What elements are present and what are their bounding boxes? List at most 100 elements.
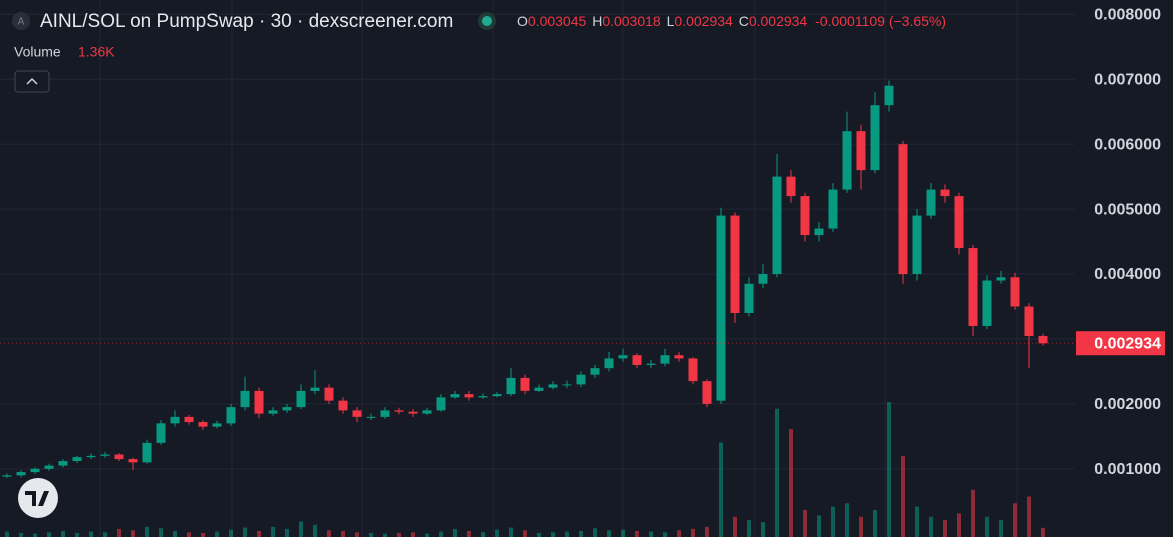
volume-bar <box>5 531 9 537</box>
volume-bar <box>551 532 555 537</box>
volume-bar <box>425 533 429 537</box>
volume-bar <box>453 528 457 537</box>
collapse-button[interactable] <box>14 70 50 93</box>
volume-bar <box>677 530 681 537</box>
candle-body <box>16 472 26 476</box>
volume-bar <box>481 532 485 537</box>
volume-bar <box>859 516 863 537</box>
candle-body <box>856 131 866 171</box>
candle-body <box>156 423 166 443</box>
candle-body <box>590 368 600 375</box>
candle-body <box>142 442 152 463</box>
collapse-arrow <box>26 77 38 85</box>
last-price-label: 0.002934 <box>1094 335 1161 352</box>
volume-bar <box>341 530 345 537</box>
ohlc-value: 0.002934 <box>674 13 733 29</box>
candle-body <box>338 400 348 411</box>
last-price-tag <box>1076 331 1165 356</box>
candle-body <box>800 196 810 236</box>
candle-body <box>842 131 852 190</box>
symbol-icon <box>12 12 30 30</box>
volume-bar <box>943 520 947 537</box>
candle-body <box>674 355 684 359</box>
candle-body <box>72 457 82 462</box>
volume-bar <box>1041 527 1045 537</box>
volume-bar <box>229 529 233 537</box>
volume-bar <box>957 513 961 537</box>
volume-bar <box>985 516 989 537</box>
volume-bar <box>383 533 387 537</box>
volume-bar <box>33 533 37 537</box>
ohlc-value: 0.002934 <box>749 13 808 29</box>
price-axis: 0.0010000.0020000.0030000.0040000.005000… <box>1076 7 1165 478</box>
candle-body <box>128 459 138 463</box>
candle-body <box>394 410 404 412</box>
candle-body <box>870 105 880 171</box>
candle-body <box>954 196 964 249</box>
volume-bar <box>537 532 541 537</box>
volume-title: Volume <box>14 44 61 60</box>
candle-body <box>604 358 614 369</box>
candle-body <box>408 411 418 414</box>
volume-bar <box>789 429 793 537</box>
volume-bar <box>271 526 275 537</box>
candle-body <box>366 416 376 418</box>
tradingview-glyph <box>25 491 49 506</box>
candle-body <box>30 468 40 473</box>
candle-body <box>86 455 96 458</box>
volume-bar <box>467 530 471 537</box>
candle-body <box>352 410 362 417</box>
chart-title[interactable]: AINL/SOL on PumpSwap · 30 · dexscreener.… <box>40 11 453 32</box>
volume-bar <box>873 510 877 537</box>
volume-bar <box>971 489 975 537</box>
candle-body <box>422 410 432 414</box>
volume-bar <box>663 532 667 537</box>
candle-body <box>1038 336 1048 344</box>
candle-body <box>2 475 12 477</box>
candle-body <box>618 355 628 359</box>
volume-bar <box>691 528 695 537</box>
volume-bar <box>649 531 653 537</box>
volume-bar <box>635 530 639 537</box>
ohlc: O0.003045 H0.003018 L0.002934 C0.002934 … <box>517 13 946 29</box>
time-grid <box>99 0 1018 537</box>
volume-bar <box>201 532 205 537</box>
volume-bar <box>565 531 569 537</box>
symbol-icon-letter: A <box>18 17 25 28</box>
volume-bar <box>89 531 93 537</box>
candle-body <box>1010 277 1020 307</box>
candle-body <box>884 85 894 106</box>
volume-bar <box>61 530 65 537</box>
volume-bar <box>747 520 751 537</box>
candle-body <box>506 377 516 395</box>
volume-bar <box>775 408 779 537</box>
candle-body <box>576 374 586 385</box>
candle-body <box>492 394 502 397</box>
ohlc-key: L <box>667 13 675 29</box>
candle-body <box>968 248 978 326</box>
ohlc-key: C <box>739 13 749 29</box>
y-tick-label: 0.002000 <box>1094 396 1161 413</box>
volume-bar <box>803 510 807 537</box>
y-tick-label: 0.006000 <box>1094 136 1161 153</box>
candle-body <box>632 355 642 365</box>
volume-bar <box>285 528 289 537</box>
volume-bar <box>901 456 905 537</box>
volume-bar <box>831 506 835 537</box>
candle-body <box>184 416 194 423</box>
candle-body <box>282 407 292 411</box>
volume-bar <box>509 527 513 537</box>
volume-bar <box>397 532 401 537</box>
candle-body <box>114 454 124 460</box>
status-dot <box>482 16 492 26</box>
candle-body <box>730 215 740 313</box>
volume-bar <box>257 530 261 537</box>
candle-body <box>268 410 278 414</box>
candle-body <box>912 215 922 275</box>
volume-bar <box>369 532 373 537</box>
tradingview-logo[interactable] <box>18 478 58 518</box>
y-tick-label: 0.007000 <box>1094 71 1161 88</box>
y-tick-label: 0.004000 <box>1094 266 1161 283</box>
volume-bar <box>103 532 107 537</box>
candle-body <box>646 363 656 365</box>
